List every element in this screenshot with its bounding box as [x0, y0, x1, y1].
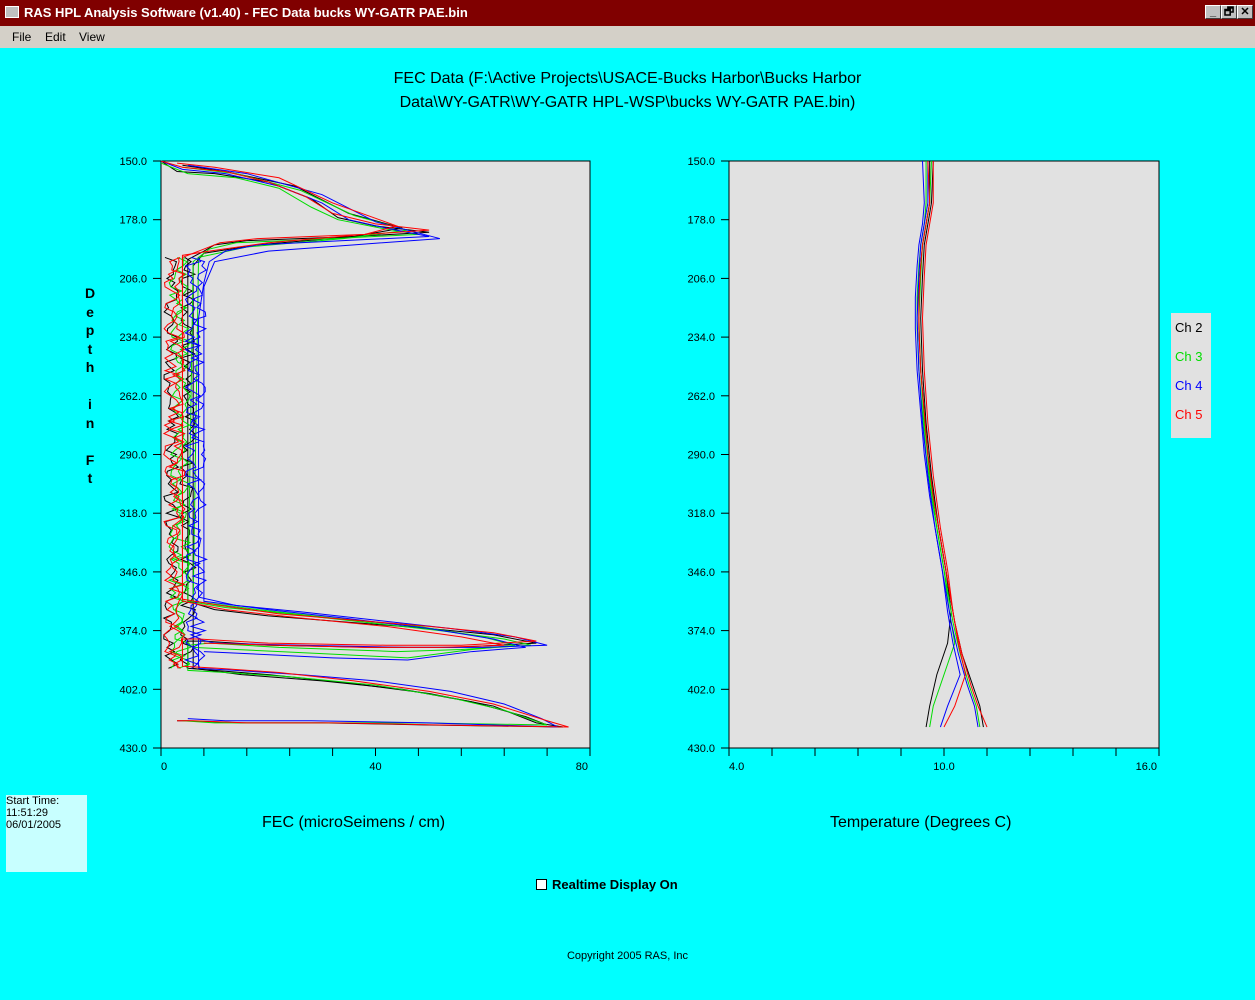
plot-area — [160, 160, 591, 749]
start-time-label: Start Time: — [6, 795, 60, 807]
y-tick-label: 402.0 — [119, 684, 147, 696]
y-tick-label: 206.0 — [119, 273, 147, 285]
y-tick-label: 262.0 — [119, 391, 147, 403]
series-ch4-baseline — [183, 257, 203, 669]
depth-axis-letter: n — [85, 414, 95, 431]
y-tick-label: 402.0 — [687, 684, 715, 696]
series-ch2-line — [920, 160, 952, 728]
y-tick-label: 346.0 — [119, 567, 147, 579]
x-tick-label: 4.0 — [729, 761, 744, 773]
restore-button[interactable]: 🗗 — [1221, 5, 1237, 19]
realtime-checkbox[interactable] — [536, 879, 547, 890]
legend-item: Ch 3 — [1175, 349, 1203, 364]
depth-axis-letter — [80, 377, 100, 396]
y-tick-label: 430.0 — [119, 743, 147, 755]
series-ch4-line — [916, 161, 961, 728]
depth-axis-letter: F — [85, 451, 95, 468]
series-ch3-line — [182, 166, 516, 659]
window-title: RAS HPL Analysis Software (v1.40) - FEC … — [24, 5, 468, 20]
y-tick-label: 346.0 — [687, 567, 715, 579]
depth-axis-letter: e — [86, 303, 94, 320]
series-ch2-line — [160, 160, 564, 728]
y-tick-label: 150.0 — [119, 156, 147, 168]
x-tick-label: 0 — [161, 761, 167, 773]
y-tick-label: 206.0 — [687, 273, 715, 285]
fec-axis-title: FEC (microSeimens / cm) — [262, 814, 446, 831]
y-tick-label: 374.0 — [687, 626, 715, 638]
y-tick-label: 374.0 — [119, 626, 147, 638]
menu-edit[interactable]: Edit — [45, 30, 66, 44]
series-ch5-line — [921, 161, 967, 728]
menu-bar: File Edit View — [0, 26, 1255, 48]
copyright: Copyright 2005 RAS, Inc — [566, 950, 689, 962]
depth-axis-letter — [80, 432, 100, 451]
x-tick-label: 80 — [576, 761, 588, 773]
fec-chart: 150.0 178.0 206.0 234.0 262.0 290.0 318.0 346.0… — [119, 156, 591, 773]
y-tick-label: 262.0 — [687, 391, 715, 403]
realtime-display-toggle[interactable]: Realtime Display On — [536, 877, 678, 892]
depth-axis-letter: D — [84, 285, 96, 301]
close-button[interactable]: ✕ — [1237, 5, 1253, 19]
temperature-chart: 150.0 178.0 206.0 234.0 262.0 290.0 318.0 346.0… — [687, 156, 1160, 773]
app-icon — [5, 6, 19, 18]
legend-item: Ch 2 — [1175, 320, 1203, 335]
minimize-button[interactable]: _ — [1205, 5, 1221, 19]
series-ch5-baseline — [162, 257, 181, 669]
depth-axis-letter: t — [87, 340, 93, 357]
legend-item: Ch 4 — [1175, 378, 1203, 393]
realtime-label: Realtime Display On — [552, 877, 678, 892]
title-bar: RAS HPL Analysis Software (v1.40) - FEC … — [0, 0, 1255, 26]
y-tick-label: 318.0 — [119, 508, 147, 520]
series-ch5-line — [918, 160, 988, 728]
depth-axis-letter: t — [87, 470, 93, 486]
page-title-line2: Data\WY-GATR\WY-GATR HPL-WSP\bucks WY-GA… — [399, 94, 856, 111]
y-tick-label: 178.0 — [687, 215, 715, 227]
y-tick-label: 234.0 — [119, 332, 147, 344]
y-tick-label: 234.0 — [687, 332, 715, 344]
y-tick-label: 290.0 — [687, 450, 715, 462]
page-title-line1: FEC Data (F:\Active Projects\USACE-Bucks… — [393, 70, 862, 87]
series-ch3-line — [160, 162, 548, 726]
temperature-axis-title: Temperature (Degrees C) — [830, 814, 1012, 831]
series-ch5-line — [177, 162, 505, 648]
y-tick-label: 430.0 — [687, 743, 715, 755]
depth-axis-letter: i — [88, 396, 92, 412]
x-tick-label: 16.0 — [1136, 761, 1157, 773]
x-tick-label: 40 — [369, 761, 381, 773]
series-ch4-line — [914, 160, 979, 728]
depth-axis-letter: h — [85, 359, 95, 375]
plot-area — [728, 160, 1160, 749]
y-tick-label: 318.0 — [687, 508, 715, 520]
series-ch5-line — [160, 160, 569, 728]
series-ch4-line — [187, 164, 526, 661]
x-tick-label: 10.0 — [933, 761, 954, 773]
start-time-time: 11:51:29 — [6, 807, 49, 819]
y-tick-label: 290.0 — [119, 450, 147, 462]
channel-legend: Ch 2 Ch 3 Ch 4 Ch 5 — [1171, 313, 1211, 438]
menu-file[interactable]: File — [12, 30, 32, 44]
y-tick-label: 150.0 — [687, 156, 715, 168]
y-tick-label: 178.0 — [119, 215, 147, 227]
series-ch4-line — [160, 160, 559, 728]
legend-item: Ch 5 — [1175, 407, 1203, 422]
menu-view[interactable]: View — [79, 30, 105, 44]
start-time-box: Start Time: 11:51:29 06/01/2005 — [6, 795, 87, 872]
start-time-date: 06/01/2005 — [6, 819, 62, 831]
depth-axis-letter: p — [85, 322, 95, 338]
